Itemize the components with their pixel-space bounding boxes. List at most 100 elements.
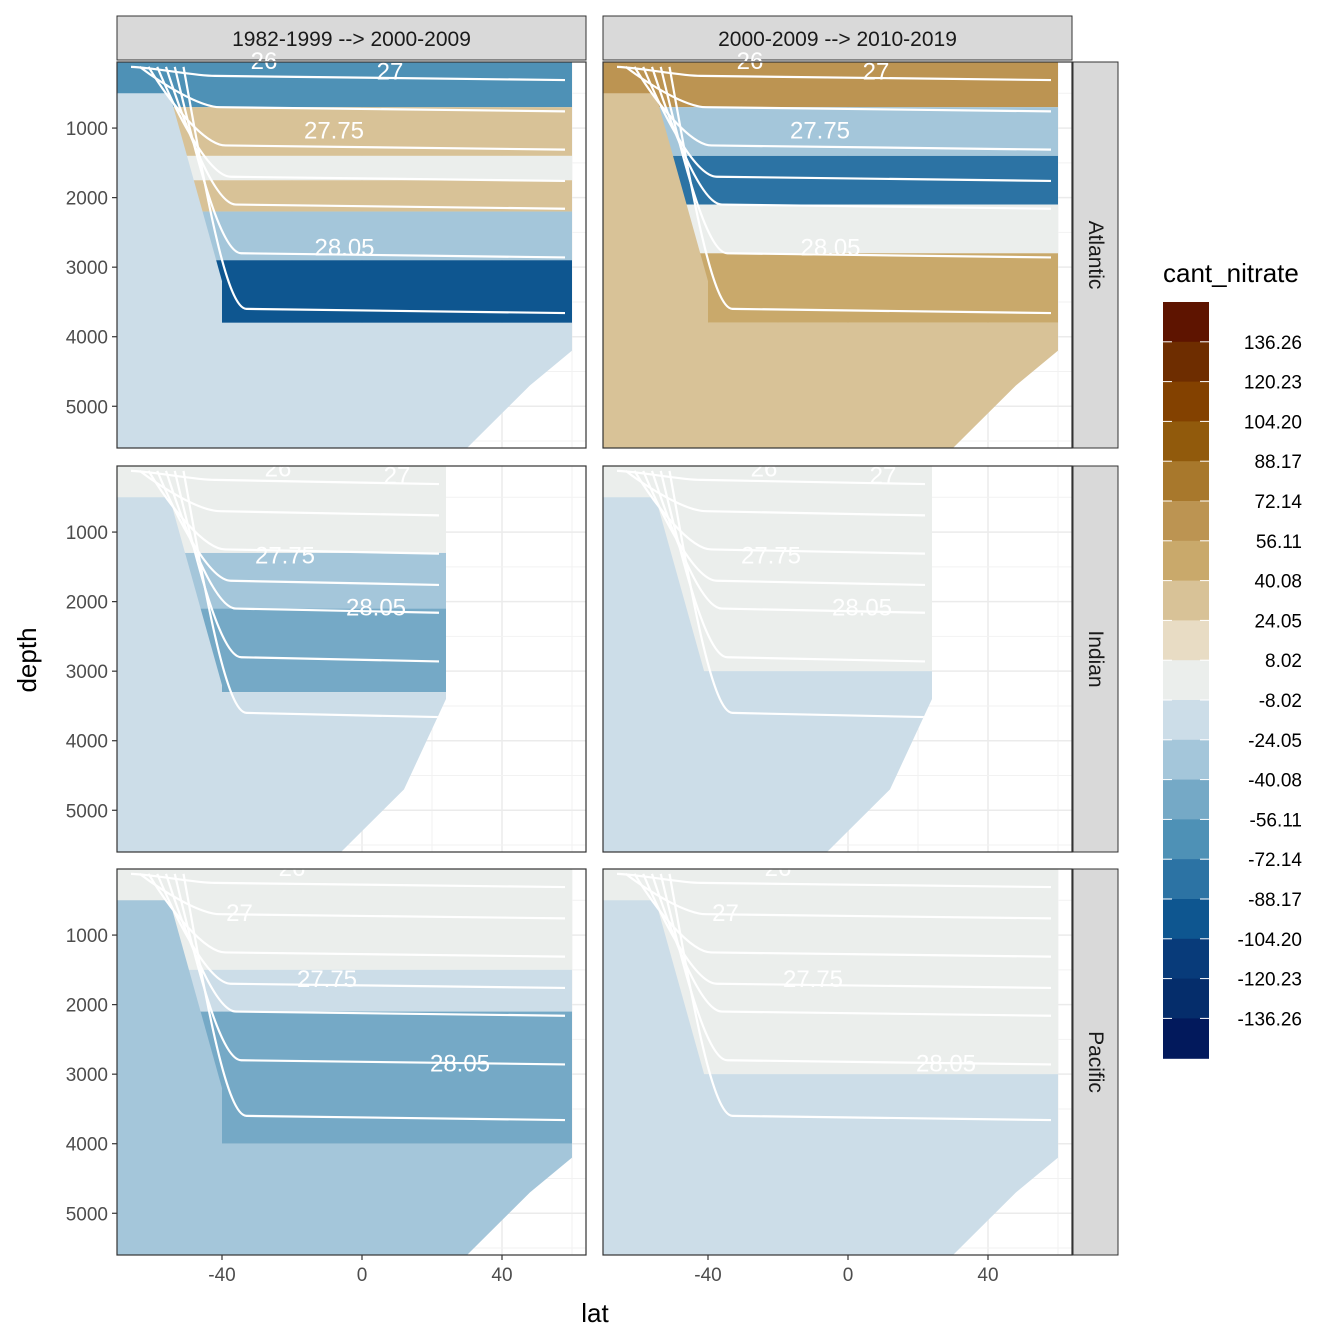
contour-label: 28.05: [832, 595, 892, 622]
row-strip: [1072, 465, 1119, 853]
section-band-south: [117, 93, 222, 448]
section-band-south: [603, 900, 708, 1255]
isopycnal-contour: [668, 66, 1052, 315]
isopycnal-contour: [147, 470, 440, 555]
isopycnal-contour: [616, 469, 926, 486]
legend-swatch: [1163, 859, 1209, 900]
isopycnal-contour: [650, 470, 926, 614]
isopycnal-contour: [139, 872, 566, 920]
legend-label: -8.02: [1259, 691, 1302, 712]
section-band-south: [117, 497, 222, 852]
legend-label: -56.11: [1250, 810, 1302, 831]
y-tick-label: 5000: [66, 1204, 108, 1225]
isopycnal-contour: [147, 873, 566, 958]
isopycnal-contour: [182, 470, 440, 719]
isopycnal-contour: [633, 873, 1052, 958]
y-tick-label: 1000: [66, 926, 108, 947]
contour-label: 26: [265, 455, 292, 482]
y-tick-label: 3000: [66, 662, 108, 683]
x-tick-label: 0: [843, 1265, 854, 1286]
legend-label: 8.02: [1265, 651, 1302, 672]
section-band-south: [603, 93, 708, 448]
legend-swatch: [1163, 421, 1209, 462]
legend-label: -136.26: [1238, 1009, 1302, 1030]
isopycnal-contour: [164, 66, 566, 210]
row-strip-label: Indian: [1084, 630, 1107, 687]
legend-swatch: [1163, 660, 1209, 701]
contour-label: 28.05: [430, 1050, 490, 1077]
legend-label: -120.23: [1238, 970, 1302, 991]
row-strip-label: Pacific: [1084, 1031, 1107, 1093]
legend-swatch: [1163, 620, 1209, 661]
contour-label: 27: [226, 900, 253, 927]
contour-label: 27: [377, 58, 404, 85]
contour-label: 28.05: [916, 1050, 976, 1077]
axes-layer: 1000200030004000500010002000300040005000…: [66, 119, 999, 1286]
isopycnal-contour: [659, 470, 926, 663]
isopycnal-contour: [130, 469, 440, 486]
x-tick-label: -40: [694, 1265, 721, 1286]
contour-label: 27.75: [783, 966, 843, 993]
column-strip: [116, 15, 587, 61]
row-strip-label: Atlantic: [1084, 221, 1107, 290]
contour-label: 26: [751, 455, 778, 482]
legend-label: 136.26: [1244, 333, 1302, 354]
y-tick-label: 1000: [66, 119, 108, 140]
contour-label: 27.75: [255, 542, 315, 569]
contour-label: 27.75: [741, 542, 801, 569]
section-band: [117, 155, 572, 181]
panel-border: [602, 868, 1073, 1256]
isopycnal-contour: [164, 873, 566, 1017]
contour-label: 27.75: [304, 118, 364, 145]
y-tick-label: 5000: [66, 397, 108, 418]
contour-label: 28.05: [314, 234, 374, 261]
isopycnal-contour: [633, 470, 926, 555]
contour-label: 27.75: [297, 966, 357, 993]
x-tick-label: 0: [357, 1265, 368, 1286]
y-axis-title: depth: [12, 627, 42, 692]
legend-label: 104.20: [1244, 412, 1302, 433]
isopycnal-contour: [130, 65, 566, 82]
legend-label: -24.05: [1248, 731, 1302, 752]
y-tick-label: 4000: [66, 328, 108, 349]
legend-swatch: [1163, 938, 1209, 980]
y-tick-label: 2000: [66, 996, 108, 1017]
x-tick-label: 40: [491, 1265, 512, 1286]
column-strip-label: 2000-2009 --> 2010-2019: [718, 28, 957, 51]
panel-border: [116, 61, 587, 449]
legend-swatch: [1163, 461, 1209, 502]
contour-label: 27: [384, 462, 411, 489]
isopycnal-contour: [164, 470, 440, 614]
isopycnal-contour: [147, 66, 566, 151]
y-tick-label: 3000: [66, 258, 108, 279]
section-band-south: [603, 497, 708, 852]
panel-border: [116, 868, 587, 1256]
legend-label: 120.23: [1244, 373, 1302, 394]
isopycnal-contour: [625, 65, 1052, 113]
legend-label: -72.14: [1248, 850, 1302, 871]
contour-label: 27: [870, 462, 897, 489]
y-tick-label: 1000: [66, 523, 108, 544]
y-tick-label: 4000: [66, 732, 108, 753]
legend-swatch: [1163, 1018, 1209, 1059]
legend-swatch: [1163, 779, 1209, 820]
panel-border: [602, 61, 1073, 449]
legend-swatch: [1163, 501, 1209, 542]
legend-swatch: [1163, 899, 1209, 940]
isopycnal-contour: [668, 470, 926, 719]
isopycnal-contour: [173, 873, 566, 1066]
legend-swatch: [1163, 700, 1209, 741]
legend-swatch: [1163, 302, 1209, 343]
legend-swatch: [1163, 978, 1209, 1019]
legend-label: -88.17: [1248, 890, 1302, 911]
legend-label: -40.08: [1248, 771, 1302, 792]
legend-title: cant_nitrate: [1163, 258, 1299, 288]
legend-label: -104.20: [1238, 930, 1302, 951]
legend-swatch: [1163, 540, 1209, 582]
isopycnal-contour: [659, 66, 1052, 259]
legend-swatch: [1163, 381, 1209, 422]
